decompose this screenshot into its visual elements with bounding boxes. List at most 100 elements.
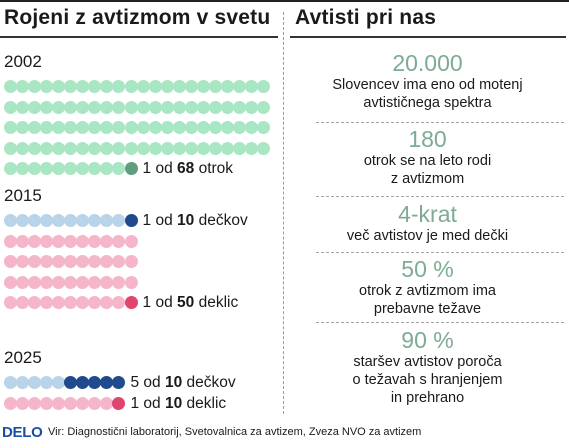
person-dot <box>184 80 198 93</box>
person-dot <box>76 255 90 268</box>
ratio-number: 68 <box>177 160 195 177</box>
person-dot <box>52 255 66 268</box>
person-dot <box>257 80 271 93</box>
person-dot <box>100 100 114 114</box>
person-dot <box>28 255 42 268</box>
ratio-suffix: dečkov <box>194 212 248 229</box>
stat-number: 4-krat <box>398 201 457 227</box>
person-dot <box>160 100 174 114</box>
ratio-number: 10 <box>164 374 183 391</box>
local-panel: Avtisti pri nas 20.000 Slovencev ima eno … <box>286 0 569 420</box>
person-dot <box>28 396 42 410</box>
person-dot <box>100 162 114 175</box>
world-panel: Rojeni z avtizmom v svetu 2002 1 od 68 ot… <box>0 0 282 420</box>
ratio-suffix: deklic <box>194 294 239 311</box>
person-dot <box>124 214 138 227</box>
person-dot <box>124 234 138 248</box>
stat-number: 180 <box>408 126 447 152</box>
year-label: 2025 <box>4 348 42 367</box>
person-dot <box>220 141 234 155</box>
ratio-number: 50 <box>177 294 195 311</box>
person-dot <box>76 141 90 155</box>
person-dot <box>40 296 54 309</box>
person-dot <box>245 121 258 134</box>
ratio-number: 10 <box>177 212 195 229</box>
person-dot <box>16 296 30 309</box>
person-dot <box>52 376 66 389</box>
person-dot <box>64 275 78 289</box>
person-dot <box>76 396 90 410</box>
person-dot <box>245 141 258 155</box>
person-dot <box>40 100 54 114</box>
ratio-caption: 5 od 10 dečkov <box>131 374 236 392</box>
person-dot <box>112 234 126 248</box>
person-dot <box>220 121 234 134</box>
person-dot <box>136 121 150 134</box>
person-dot <box>40 162 54 175</box>
person-dot <box>245 100 258 114</box>
person-dot <box>172 100 186 114</box>
person-dot <box>124 121 138 134</box>
stat-description: več avtistov je med dečki <box>346 228 509 244</box>
person-dot <box>88 100 102 114</box>
stat-description: z avtizmom <box>390 171 465 187</box>
person-dot <box>100 396 114 410</box>
local-heading-rule <box>290 36 566 38</box>
person-dot <box>88 376 102 389</box>
person-dot <box>112 275 126 289</box>
stat-item: 4-krat več avtistov je med dečki <box>286 201 569 245</box>
person-dot <box>112 255 126 268</box>
person-dot <box>52 141 66 155</box>
person-dot <box>52 162 66 175</box>
person-dot <box>4 162 17 175</box>
person-dot <box>184 141 198 155</box>
person-dot <box>257 100 271 114</box>
person-dot <box>64 234 78 248</box>
person-dot <box>52 214 66 227</box>
person-dot <box>16 80 30 93</box>
person-dot <box>124 296 138 309</box>
person-dot <box>64 141 78 155</box>
person-dot <box>64 214 78 227</box>
person-dot <box>16 376 30 389</box>
stat-description: otrok z avtizmom ima <box>359 283 496 299</box>
person-dot <box>208 141 222 155</box>
person-dot <box>52 396 66 410</box>
person-dot <box>88 255 102 268</box>
ratio-caption: 1 od 10 deklic <box>131 395 227 413</box>
person-dot <box>88 234 102 248</box>
person-dot <box>100 376 114 389</box>
person-dot <box>40 275 54 289</box>
person-dot <box>64 376 78 389</box>
person-dot <box>112 296 126 309</box>
person-dot <box>88 296 102 309</box>
person-dot <box>28 80 42 93</box>
person-dot <box>28 234 42 248</box>
person-dot <box>4 396 17 410</box>
ratio-prefix: 1 od <box>142 212 178 229</box>
person-dot <box>28 296 42 309</box>
person-dot <box>208 121 222 134</box>
year-label: 2015 <box>4 186 42 205</box>
person-dot <box>124 162 138 175</box>
person-dot <box>220 80 234 93</box>
person-dot <box>172 121 186 134</box>
person-dot <box>232 80 246 93</box>
person-dot <box>88 396 102 410</box>
person-dot <box>136 100 150 114</box>
person-dot <box>76 80 90 93</box>
person-dot <box>64 255 78 268</box>
person-dot <box>16 121 30 134</box>
ratio-caption: 1 od 68 otrok <box>143 160 234 178</box>
stat-description: prebavne težave <box>373 301 482 317</box>
person-dot <box>16 141 30 155</box>
person-dot <box>124 141 138 155</box>
person-dot <box>28 100 42 114</box>
person-dot <box>124 100 138 114</box>
person-dot <box>64 100 78 114</box>
person-dot <box>100 214 114 227</box>
person-dot <box>16 396 30 410</box>
person-dot <box>100 141 114 155</box>
person-dot <box>88 141 102 155</box>
person-dot <box>100 121 114 134</box>
